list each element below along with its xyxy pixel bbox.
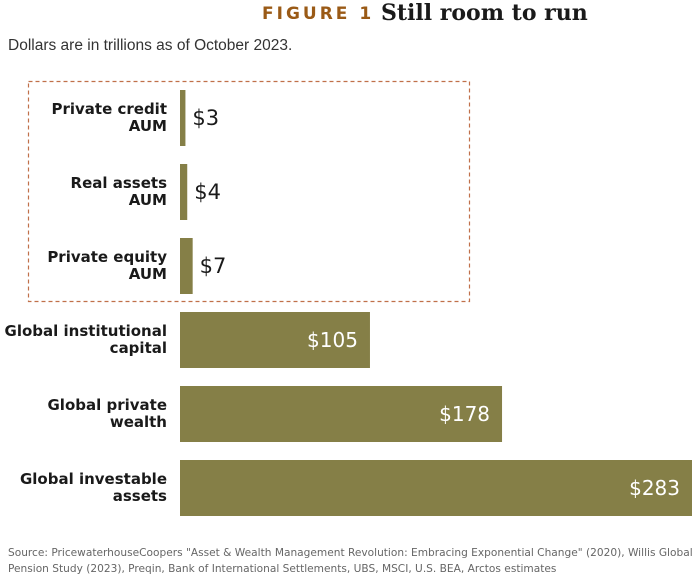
figure-subtitle: Dollars are in trillions as of October 2… bbox=[8, 37, 293, 54]
bar-4 bbox=[180, 386, 503, 442]
value-label-0: $3 bbox=[192, 106, 219, 130]
figure-title: Still room to run bbox=[381, 0, 588, 26]
category-label-0: Private credit AUM bbox=[51, 100, 167, 135]
bar-1 bbox=[180, 164, 188, 220]
bar-2 bbox=[180, 238, 193, 294]
value-label-5: $283 bbox=[629, 476, 680, 500]
category-label-5: Global investable assets bbox=[20, 470, 167, 505]
category-label-2: Private equity AUM bbox=[47, 248, 167, 283]
value-label-1: $4 bbox=[194, 180, 221, 204]
value-label-3: $105 bbox=[307, 328, 358, 352]
category-label-1: Real assets AUM bbox=[71, 174, 168, 209]
category-label-3: Global institutional capital bbox=[5, 322, 167, 357]
source-note: Source: PricewaterhouseCoopers "Asset & … bbox=[8, 547, 693, 575]
figure-label: FIGURE 1 bbox=[262, 4, 375, 24]
bar-chart: Private credit AUM $3 Real assets AUM $4 Priva… bbox=[5, 80, 692, 516]
bar-5 bbox=[180, 460, 692, 516]
category-label-4: Global private wealth bbox=[47, 396, 167, 431]
bar-0 bbox=[180, 90, 186, 146]
figure-title-row: FIGURE 1 Still room to run bbox=[0, 0, 698, 30]
value-label-2: $7 bbox=[200, 254, 227, 278]
value-label-4: $178 bbox=[439, 402, 490, 426]
bar-3 bbox=[180, 312, 370, 368]
private-markets-highlight-box bbox=[27, 80, 471, 303]
